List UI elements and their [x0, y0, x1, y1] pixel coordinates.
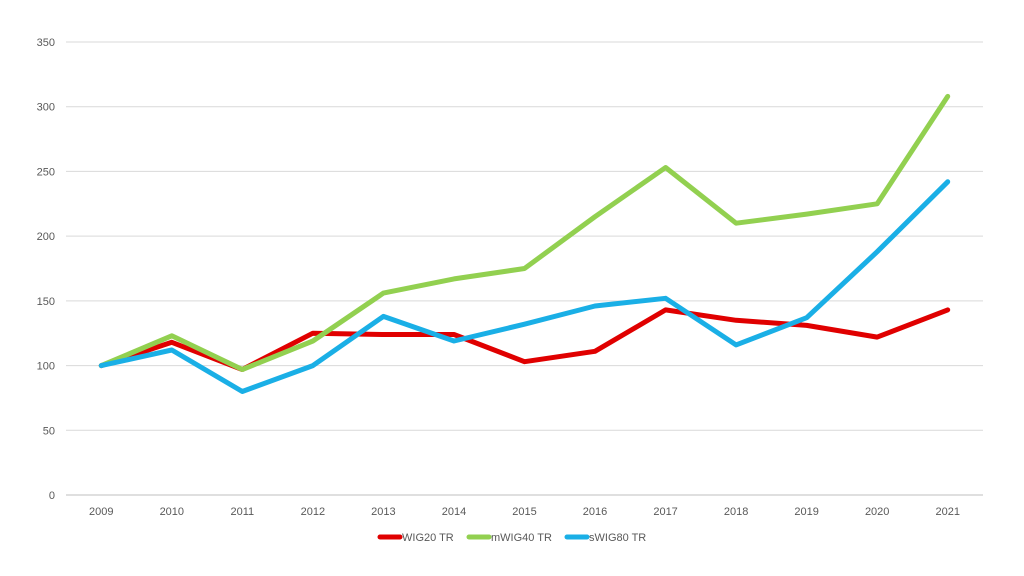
x-tick-label: 2016	[583, 506, 607, 518]
legend-label: mWIG40 TR	[491, 532, 552, 544]
x-axis-ticks: 2009 2010 2011 2012 2013 2014 2015 2016 2017 2018…	[89, 506, 960, 518]
legend-item: mWIG40 TR	[466, 532, 552, 544]
y-tick-label: 50	[43, 425, 55, 437]
x-tick-label: 2009	[89, 506, 113, 518]
x-tick-label: 2011	[231, 506, 255, 518]
series-lines	[98, 93, 951, 394]
y-axis-ticks: 0 50 100 150 200 250 300 350	[37, 37, 55, 502]
legend: WIG20 TR mWIG40 TR sWIG80 TR	[377, 532, 646, 544]
legend-item: sWIG80 TR	[564, 532, 646, 544]
y-tick-label: 350	[37, 37, 55, 49]
series-line-swig80-tr	[98, 179, 951, 394]
y-tick-label: 300	[37, 102, 55, 114]
legend-label: sWIG80 TR	[589, 532, 646, 544]
y-tick-label: 250	[37, 166, 55, 178]
y-tick-label: 200	[37, 231, 55, 243]
y-tick-label: 150	[37, 296, 55, 308]
x-tick-label: 2010	[160, 506, 184, 518]
x-tick-label: 2014	[442, 506, 466, 518]
series-line-mwig40-tr	[98, 93, 951, 372]
gridlines	[66, 41, 983, 496]
x-tick-label: 2019	[794, 506, 818, 518]
x-tick-label: 2017	[653, 506, 677, 518]
x-tick-label: 2015	[512, 506, 536, 518]
x-tick-label: 2012	[301, 506, 325, 518]
x-tick-label: 2021	[935, 506, 959, 518]
y-tick-label: 0	[49, 490, 55, 502]
y-tick-label: 100	[37, 361, 55, 373]
legend-item: WIG20 TR	[377, 532, 454, 544]
x-tick-label: 2018	[724, 506, 748, 518]
legend-label: WIG20 TR	[402, 532, 454, 544]
x-tick-label: 2013	[371, 506, 395, 518]
x-tick-label: 2020	[865, 506, 889, 518]
